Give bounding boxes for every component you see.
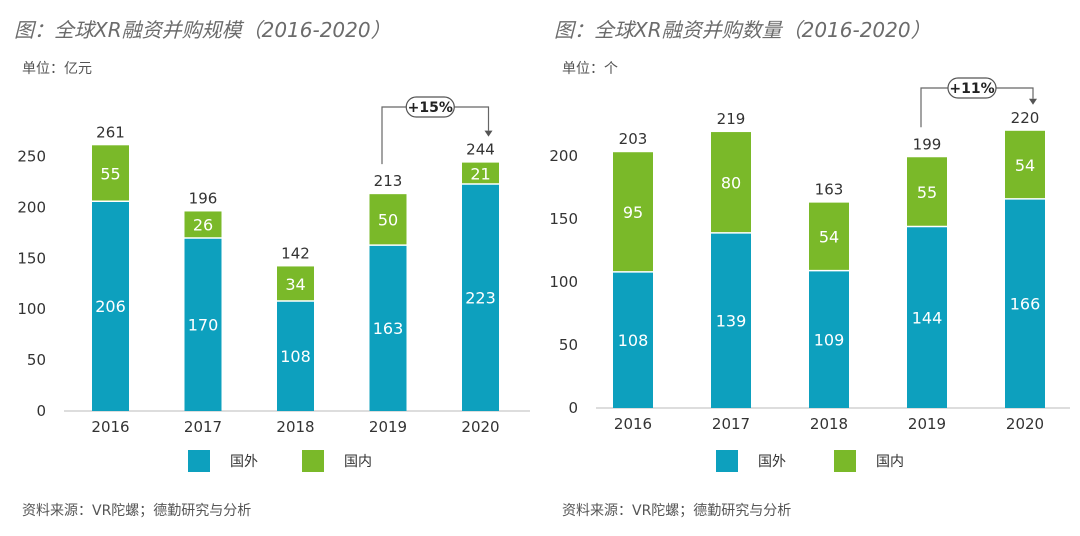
bar-segment-domestic (277, 266, 314, 302)
chart-title: 图：全球XR融资并购规模（2016-2020） (14, 18, 391, 42)
y-tick-label: 200 (549, 147, 578, 165)
chart-panel-deal-count: 图：全球XR融资并购数量（2016-2020） 单位：个 0 50 100 150 20… (540, 0, 1080, 536)
bar-segment-foreign (184, 237, 222, 411)
bar-value-label: 55 (917, 183, 937, 202)
bar-value-label: 54 (819, 228, 839, 247)
x-tick-label: 2018 (276, 418, 314, 436)
bar-value-label: 139 (716, 311, 747, 330)
bar-value-label: 80 (721, 173, 741, 192)
bar-segment-domestic (1005, 130, 1045, 199)
legend-label: 国内 (344, 454, 372, 470)
growth-arrow-head (1029, 98, 1037, 105)
bar-total-label: 142 (281, 244, 310, 262)
bar-value-label: 50 (378, 211, 398, 230)
bar-segment-foreign (809, 270, 849, 408)
bar-segment-domestic (711, 132, 751, 233)
x-tick-label: 2020 (461, 418, 499, 436)
chart-title: 图：全球XR融资并购数量（2016-2020） (554, 18, 931, 42)
bar-total-label: 196 (189, 189, 218, 207)
bar-segment-foreign (462, 183, 499, 411)
bar-segment-foreign (613, 271, 653, 408)
bar-segment-domestic (907, 157, 947, 227)
y-tick-label: 200 (17, 198, 46, 216)
bar-segment-domestic (92, 145, 129, 202)
growth-badge (947, 77, 997, 99)
bar-value-label: 26 (193, 216, 213, 235)
bar-segment-foreign (277, 301, 314, 411)
bar-segment-domestic (809, 202, 849, 271)
legend-swatch-domestic (834, 450, 856, 472)
bar-total-label: 163 (815, 181, 844, 199)
y-tick-label: 0 (568, 399, 578, 417)
y-tick-label: 150 (17, 249, 46, 267)
chart-unit: 单位：个 (562, 61, 618, 77)
bar-value-label: 108 (618, 331, 649, 350)
x-tick-label: 2016 (614, 415, 652, 433)
y-tick-label: 100 (17, 300, 46, 318)
bar-segment-foreign (1005, 198, 1045, 408)
legend-label: 国外 (758, 454, 786, 470)
bar-segment-domestic (184, 211, 222, 238)
chart-panel-funding-scale: 图：全球XR融资并购规模（2016-2020） 单位：亿元 0 50 100 150 2… (14, 18, 530, 519)
bar-total-label: 199 (913, 135, 942, 153)
bar-segment-foreign (92, 201, 129, 411)
growth-badge-label: +15% (408, 100, 453, 116)
x-tick-label: 2016 (91, 418, 129, 436)
bar-value-label: 223 (465, 288, 496, 307)
y-tick-label: 250 (17, 148, 46, 166)
x-tick-label: 2020 (1006, 415, 1044, 433)
bar-value-label: 55 (100, 164, 120, 183)
bar-value-label: 54 (1015, 156, 1035, 175)
x-tick-label: 2017 (712, 415, 750, 433)
y-tick-label: 100 (549, 273, 578, 291)
chart-unit: 单位：亿元 (22, 61, 92, 77)
bar-total-label: 244 (466, 141, 495, 159)
bar-chart-funding-scale: 0 50 100 150 200 250 206 55 261 2016 170 26 196 2017 1… (17, 96, 530, 472)
bar-chart-deal-count: 0 50 100 150 200 108 95 203 2016 139 80 219 2017 109 5… (549, 77, 1070, 472)
chart-source: 资料来源：VR陀螺；德勤研究与分析 (562, 503, 792, 519)
bar-value-label: 170 (188, 315, 219, 334)
bar-segment-domestic (369, 194, 407, 246)
growth-arrow-head (484, 130, 493, 137)
x-tick-label: 2019 (369, 418, 407, 436)
y-tick-label: 0 (36, 402, 46, 420)
bar-value-label: 166 (1010, 294, 1041, 313)
bar-value-label: 95 (623, 203, 643, 222)
bar-total-label: 220 (1011, 109, 1040, 127)
bar-value-label: 144 (912, 308, 943, 327)
bar-segment-foreign (369, 245, 407, 411)
bar-value-label: 109 (814, 330, 845, 349)
bar-segment-foreign (907, 226, 947, 408)
bar-value-label: 21 (470, 164, 490, 183)
bar-value-label: 163 (373, 319, 404, 338)
bar-total-label: 213 (374, 172, 403, 190)
bar-total-label: 261 (96, 123, 125, 141)
legend-label: 国内 (876, 454, 904, 470)
bar-segment-domestic (462, 162, 499, 184)
bar-total-label: 203 (619, 130, 648, 148)
y-tick-label: 50 (27, 351, 46, 369)
bar-value-label: 206 (95, 297, 126, 316)
bar-segment-foreign (711, 232, 751, 408)
bar-total-label: 219 (717, 110, 746, 128)
y-tick-label: 150 (549, 210, 578, 228)
bar-segment-domestic (613, 152, 653, 272)
bar-value-label: 34 (285, 275, 305, 294)
y-tick-label: 50 (559, 336, 578, 354)
legend-label: 国外 (230, 454, 258, 470)
bar-value-label: 108 (280, 347, 311, 366)
x-tick-label: 2018 (810, 415, 848, 433)
chart-source: 资料来源：VR陀螺；德勤研究与分析 (22, 503, 252, 519)
legend-swatch-foreign (716, 450, 738, 472)
growth-badge-label: +11% (949, 81, 994, 97)
x-tick-label: 2019 (908, 415, 946, 433)
x-tick-label: 2017 (184, 418, 222, 436)
legend-swatch-domestic (302, 450, 324, 472)
legend-swatch-foreign (188, 450, 210, 472)
growth-badge (405, 96, 455, 118)
